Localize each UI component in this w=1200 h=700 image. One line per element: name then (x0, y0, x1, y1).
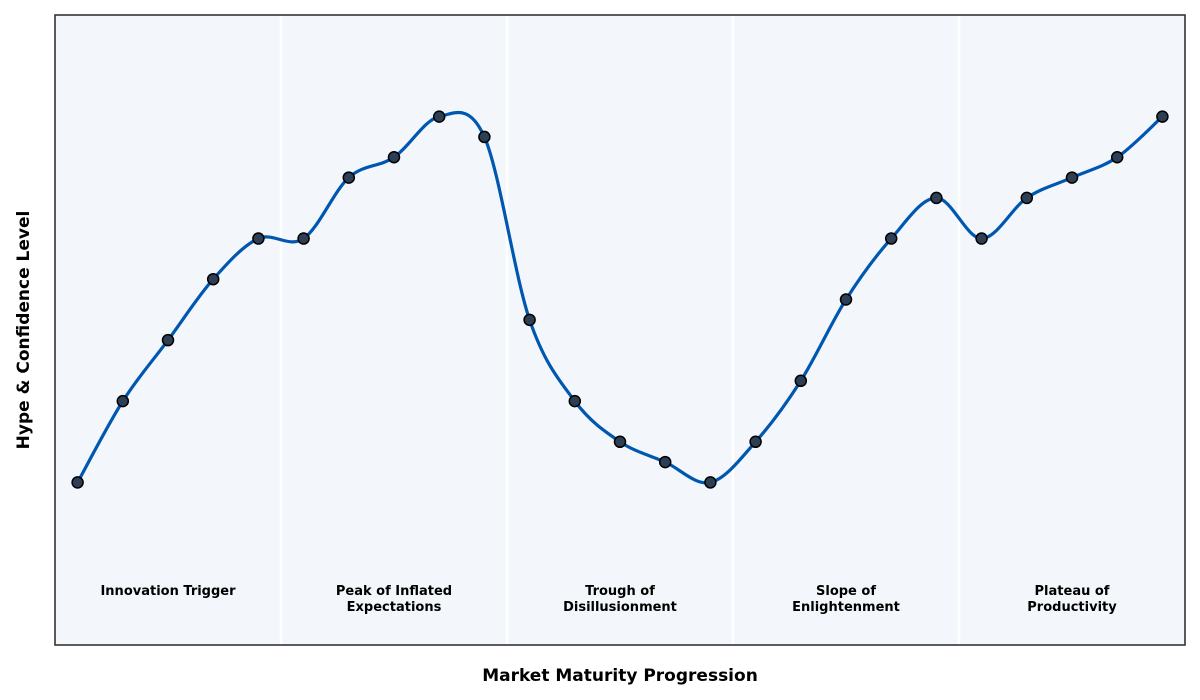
data-point-21 (1020, 191, 1034, 205)
phase-label-4: Slope of Enlightenment (792, 584, 900, 615)
phase-label-2: Peak of Inflated Expectations (336, 584, 452, 615)
data-point-14 (704, 476, 717, 489)
data-point-22 (1065, 171, 1079, 184)
data-point-13 (658, 455, 672, 469)
data-point-4 (252, 232, 265, 245)
data-point-17 (839, 293, 853, 306)
phase-label-3: Trough of Disillusionment (563, 584, 677, 615)
data-point-12 (613, 435, 627, 449)
phase-label-line: Disillusionment (563, 600, 677, 615)
data-markers (71, 110, 1169, 489)
phase-labels: Innovation Trigger Peak of Inflated Expect… (100, 584, 1117, 615)
phase-label-line: Plateau of (1035, 584, 1110, 599)
data-point-0 (71, 476, 84, 489)
phase-label-line: Slope of (816, 584, 876, 599)
phase-label-1: Innovation Trigger (100, 584, 236, 599)
phase-label-line: Enlightenment (792, 600, 900, 615)
phase-label-5: Plateau of Productivity (1027, 584, 1117, 615)
data-point-24 (1156, 110, 1169, 123)
data-point-10 (523, 313, 536, 327)
data-point-16 (794, 374, 808, 388)
plot-background (55, 15, 1185, 645)
data-point-15 (749, 435, 762, 449)
phase-label-line: Trough of (585, 584, 655, 599)
phase-label-line: Innovation Trigger (100, 584, 236, 599)
data-point-3 (206, 272, 220, 286)
data-point-7 (387, 151, 401, 164)
data-point-1 (116, 394, 130, 408)
data-point-23 (1110, 151, 1124, 164)
phase-label-line: Productivity (1027, 600, 1117, 615)
data-point-20 (975, 232, 988, 245)
data-point-11 (568, 394, 582, 408)
phase-label-line: Peak of Inflated (336, 584, 452, 599)
phase-dividers (279, 15, 961, 645)
phase-label-line: Expectations (347, 600, 442, 615)
y-axis-title: Hype & Confidence Level (14, 211, 34, 450)
data-point-6 (342, 171, 356, 184)
data-point-18 (884, 232, 898, 245)
data-point-5 (297, 232, 310, 245)
x-axis-title: Market Maturity Progression (482, 666, 758, 686)
data-point-19 (930, 191, 943, 205)
plot-frame (54, 14, 1186, 646)
data-point-9 (478, 130, 491, 144)
data-point-8 (432, 110, 446, 123)
data-point-2 (161, 333, 175, 347)
